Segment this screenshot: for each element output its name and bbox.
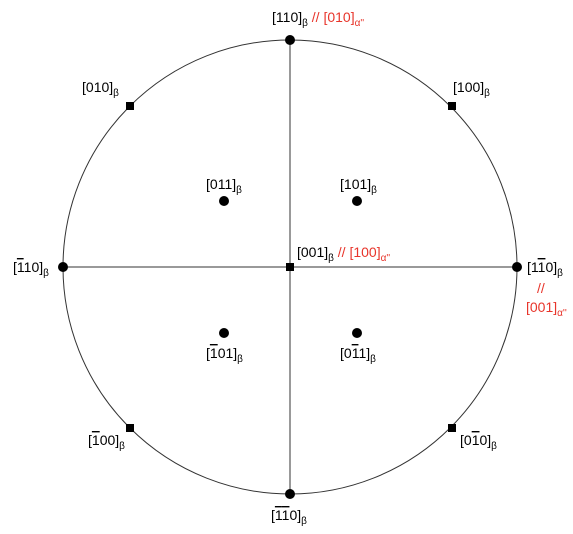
pole-right-alpha-label: [001]α'' bbox=[526, 299, 567, 319]
pole-top-circle bbox=[285, 35, 295, 45]
pole-bottom-label: [110]β bbox=[271, 507, 307, 527]
pole-upper-right-square bbox=[448, 102, 456, 110]
pole-inner-lower-right-label: [011]β bbox=[340, 345, 376, 365]
pole-right-separator: // bbox=[537, 280, 545, 296]
center-pole-square bbox=[286, 263, 294, 271]
pole-upper-right-label: [100]β bbox=[453, 79, 490, 99]
pole-left-label: [110]β bbox=[13, 259, 49, 279]
pole-inner-upper-right-circle bbox=[352, 196, 362, 206]
pole-lower-left-label: [100]β bbox=[88, 432, 125, 452]
pole-inner-upper-right-label: [101]β bbox=[340, 176, 377, 196]
pole-inner-lower-left-label: [101]β bbox=[206, 345, 243, 365]
pole-right-circle bbox=[512, 262, 522, 272]
pole-inner-upper-left-label: [011]β bbox=[206, 176, 242, 196]
pole-left-circle bbox=[58, 262, 68, 272]
pole-inner-lower-left-circle bbox=[219, 328, 229, 338]
pole-lower-right-label: [010]β bbox=[460, 432, 497, 452]
center-label: [001]β // [100]α'' bbox=[297, 244, 390, 264]
pole-lower-left-square bbox=[126, 424, 134, 432]
pole-inner-upper-left-circle bbox=[219, 196, 229, 206]
pole-upper-left-label: [010]β bbox=[82, 79, 119, 99]
pole-right-label: [110]β bbox=[527, 259, 563, 279]
pole-bottom-circle bbox=[285, 489, 295, 499]
pole-inner-lower-right-circle bbox=[352, 328, 362, 338]
pole-top-label: [110]β // [010]α'' bbox=[272, 9, 364, 29]
pole-lower-right-square bbox=[448, 424, 456, 432]
pole-upper-left-square bbox=[126, 102, 134, 110]
